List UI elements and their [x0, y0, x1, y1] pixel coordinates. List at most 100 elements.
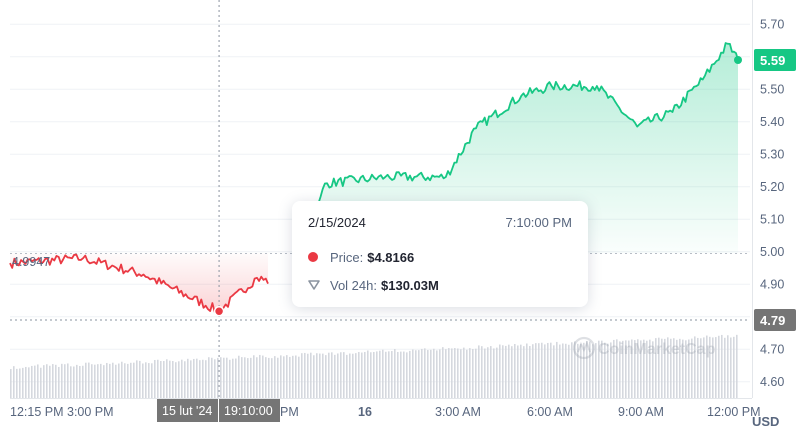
volume-bar — [187, 358, 189, 398]
y-tick-label-6: 5.10 — [760, 212, 784, 226]
volume-bar — [526, 343, 528, 398]
volume-bar — [277, 357, 279, 398]
cursor-date-label: 15 lut '24 — [162, 404, 212, 418]
volume-bar — [427, 350, 429, 398]
volume-bar — [262, 355, 264, 398]
volume-bar — [220, 357, 222, 398]
volume-bar — [235, 358, 237, 398]
volume-bar — [511, 346, 513, 398]
tooltip-price-label: Price: — [330, 249, 364, 265]
volume-bar — [295, 355, 297, 398]
volume-bar — [286, 355, 288, 398]
volume-bar — [31, 365, 33, 398]
volume-bar — [559, 344, 561, 398]
y-tick-label-5: 5.20 — [760, 180, 784, 194]
volume-bar — [250, 357, 252, 398]
coinmarketcap-watermark: CoinMarketCap — [572, 336, 716, 360]
volume-bar — [442, 347, 444, 398]
y-tick-label-4: 5.30 — [760, 147, 784, 161]
volume-bar — [589, 341, 591, 398]
volume-bar — [121, 361, 123, 398]
volume-bar — [112, 362, 114, 398]
volume-bar — [646, 340, 648, 398]
volume-bar — [445, 349, 447, 398]
x-tick-label-1: 3:00 PM — [67, 405, 114, 419]
volume-bar — [613, 339, 615, 398]
volume-bar — [592, 344, 594, 398]
volume-bar — [541, 342, 543, 398]
volume-bar — [367, 350, 369, 398]
volume-bar — [268, 357, 270, 398]
volume-bar — [583, 342, 585, 398]
volume-bar — [28, 367, 30, 398]
volume-bar — [106, 362, 108, 398]
volume-bar — [280, 355, 282, 398]
x-tick-label-5: 6:00 AM — [527, 405, 573, 419]
volume-bar — [256, 357, 258, 398]
price-area — [10, 43, 738, 313]
volume-bar — [358, 352, 360, 398]
volume-bar — [283, 356, 285, 398]
volume-bar — [346, 354, 348, 398]
volume-bar — [70, 366, 72, 398]
volume-bar — [142, 363, 144, 398]
price-area-up — [305, 43, 738, 254]
x-tick-label-7: 12:00 PM — [707, 405, 761, 419]
volume-bar — [550, 342, 552, 398]
volume-bar — [304, 352, 306, 398]
volume-bar — [640, 340, 642, 398]
volume-bar — [490, 346, 492, 398]
volume-bar — [223, 357, 225, 398]
volume-bars — [10, 334, 738, 398]
volume-bar — [481, 346, 483, 398]
volume-bar — [301, 353, 303, 398]
volume-bar — [127, 363, 129, 398]
volume-bar — [577, 343, 579, 398]
volume-bar — [478, 345, 480, 398]
volume-bar — [211, 357, 213, 398]
volume-bar — [514, 343, 516, 398]
volume-bar — [19, 368, 21, 398]
volume-bar — [118, 363, 120, 398]
y-tick-label-3: 5.40 — [760, 115, 784, 129]
y-tick-label-7: 5.00 — [760, 245, 784, 259]
volume-bar — [484, 348, 486, 398]
y-tick-label-8: 4.90 — [760, 277, 784, 291]
volume-bar — [568, 344, 570, 398]
volume-bar — [109, 363, 111, 398]
volume-bar — [217, 357, 219, 398]
volume-bar — [13, 366, 15, 398]
cursor-price-value: 4.79 — [760, 313, 785, 328]
volume-bar — [364, 351, 366, 398]
volume-bar — [493, 348, 495, 398]
tooltip-time: 7:10:00 PM — [505, 215, 573, 230]
volume-bar — [397, 351, 399, 398]
volume-bar — [202, 359, 204, 398]
volume-bar — [703, 337, 705, 398]
volume-bar — [661, 338, 663, 398]
volume-bar — [67, 363, 69, 398]
volume-bar — [475, 348, 477, 398]
volume-bar — [385, 351, 387, 398]
volume-bar — [688, 339, 690, 398]
volume-bar — [241, 357, 243, 398]
volume-bar — [730, 337, 732, 398]
volume-bar — [469, 348, 471, 398]
volume-bar — [382, 349, 384, 398]
volume-bar — [715, 337, 717, 398]
volume-bar — [313, 355, 315, 398]
volume-bar — [229, 359, 231, 398]
volume-bar — [22, 367, 24, 398]
volume-bar — [10, 369, 12, 398]
volume-bar — [565, 343, 567, 398]
current-price-value: 5.59 — [760, 53, 785, 68]
volume-bar — [181, 359, 183, 398]
volume-bar — [415, 350, 417, 398]
volume-bar — [631, 339, 633, 398]
cursor-time-badge: 15 lut '24 19:10:00 — [157, 399, 280, 422]
volume-bar — [610, 342, 612, 398]
volume-bar — [139, 360, 141, 398]
volume-bar — [637, 339, 639, 398]
volume-bar — [133, 362, 135, 398]
